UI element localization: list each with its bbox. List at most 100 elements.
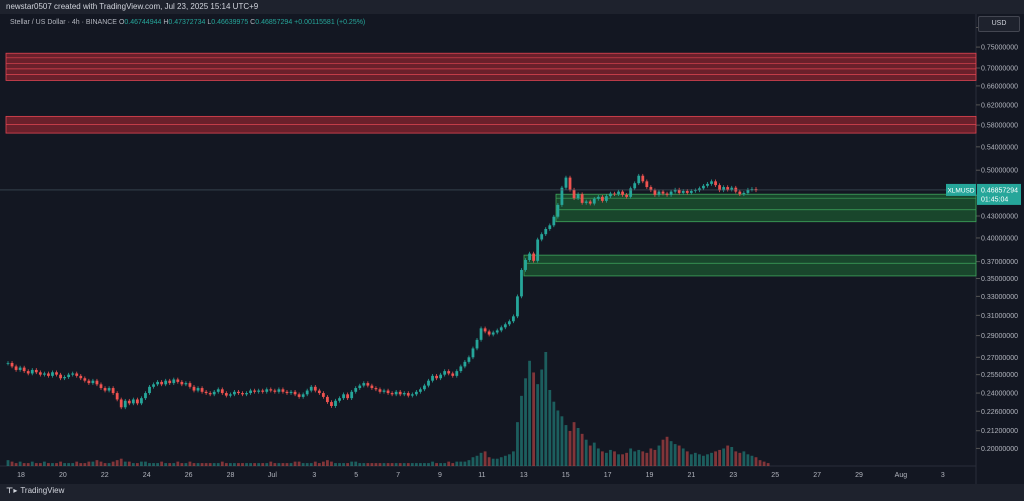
volume-bar: [758, 460, 762, 466]
volume-bar: [524, 378, 527, 466]
volume-bar: [208, 463, 212, 466]
volume-bar: [443, 463, 447, 466]
candle-body: [172, 379, 176, 384]
volume-bar: [394, 463, 398, 466]
candle-body: [55, 372, 58, 375]
y-tick-label: 0.22600000: [981, 409, 1018, 416]
volume-bar: [419, 463, 422, 466]
volume-bar: [188, 461, 192, 466]
volume-bar: [552, 401, 556, 466]
candle-body: [649, 187, 653, 191]
volume-bar: [726, 445, 730, 466]
candle-body: [22, 367, 26, 372]
volume-bar: [697, 454, 701, 466]
volume-bar: [196, 463, 200, 466]
candle-body: [402, 393, 406, 395]
candle-body: [451, 373, 455, 376]
legend-high-label: H: [163, 19, 169, 26]
candle-body: [115, 393, 119, 400]
candle-body: [750, 188, 754, 190]
volume-bar: [762, 461, 766, 466]
candle-body: [220, 389, 224, 394]
volume-bar: [637, 449, 641, 466]
price-badge-symbol: XLMUSD: [947, 187, 974, 194]
volume-bar: [354, 461, 358, 466]
candle-body: [135, 399, 139, 404]
volume-bar: [665, 436, 669, 466]
volume-bar: [253, 463, 257, 466]
candle-body: [362, 383, 366, 386]
x-tick-label: 20: [59, 472, 67, 479]
candle-body: [237, 391, 240, 394]
legend-change: +0.00115581 (+0.25%): [294, 19, 366, 26]
candle-body: [617, 191, 620, 195]
volume-bar: [51, 463, 54, 466]
currency-button[interactable]: USD: [978, 16, 1020, 32]
candle-body: [706, 183, 709, 186]
candle-body: [641, 175, 645, 182]
volume-bar: [184, 463, 188, 466]
ohlc-legend: Stellar / US Dollar · 4h · BINANCE O0.46…: [10, 19, 365, 26]
candle-body: [467, 357, 471, 362]
volume-bar: [427, 463, 430, 466]
candle-body: [742, 192, 746, 195]
candle-body: [152, 384, 155, 387]
volume-bar: [673, 444, 677, 466]
volume-bar: [584, 439, 588, 466]
candle-body: [208, 393, 212, 395]
volume-bar: [277, 463, 281, 466]
candle-body: [164, 380, 168, 385]
candle-body: [176, 379, 180, 382]
volume-bar: [766, 463, 770, 466]
candle-body: [192, 386, 196, 391]
y-tick-label: 0.70000000: [981, 66, 1018, 73]
volume-bar: [738, 452, 742, 466]
volume-bar: [119, 458, 123, 466]
x-tick-label: 18: [17, 472, 25, 479]
price-badge-symbol-bg: [946, 183, 976, 196]
volume-bar: [685, 451, 689, 466]
tradingview-logo-icon: ⊤▸: [6, 486, 18, 495]
candle-body: [212, 391, 216, 395]
candle-body: [532, 253, 536, 261]
x-tick-label: 5: [354, 472, 358, 479]
volume-bar: [257, 463, 261, 466]
candle-body: [253, 390, 257, 392]
x-tick-label: 24: [143, 472, 151, 479]
price-chart[interactable]: 0.800000000.750000000.700000000.66000000…: [0, 14, 1024, 484]
candle-body: [560, 187, 564, 205]
x-tick-label: 25: [771, 472, 779, 479]
volume-bar: [38, 463, 42, 466]
candle-body: [552, 216, 556, 226]
candle-body: [520, 269, 523, 297]
candle-body: [410, 394, 414, 396]
y-tick-label: 0.54000000: [981, 144, 1018, 151]
chart-frame[interactable]: 0.800000000.750000000.700000000.66000000…: [0, 14, 1024, 484]
candle-body: [455, 371, 459, 376]
volume-bar: [592, 442, 596, 466]
volume-bar: [233, 463, 236, 466]
candle-body: [10, 362, 14, 367]
candle-body: [475, 339, 479, 349]
y-tick-label: 0.29000000: [981, 333, 1018, 340]
candle-body: [119, 399, 123, 408]
volume-bar: [111, 461, 115, 466]
volume-bar: [503, 455, 507, 466]
volume-bar: [386, 463, 390, 466]
volume-bar: [520, 395, 523, 466]
candle-body: [249, 390, 252, 394]
volume-bar: [144, 461, 147, 466]
volume-bar: [334, 463, 337, 466]
volume-bar: [79, 463, 83, 466]
candle-body: [326, 396, 329, 403]
candle-body: [34, 369, 38, 373]
candle-body: [536, 239, 540, 261]
volume-bar: [127, 461, 131, 466]
candle-body: [693, 190, 697, 192]
y-tick-label: 0.50000000: [981, 168, 1018, 175]
volume-bar: [706, 454, 709, 466]
volume-bar: [556, 410, 560, 466]
candle-body: [148, 386, 151, 394]
volume-bar: [398, 463, 402, 466]
candle-body: [653, 190, 657, 195]
